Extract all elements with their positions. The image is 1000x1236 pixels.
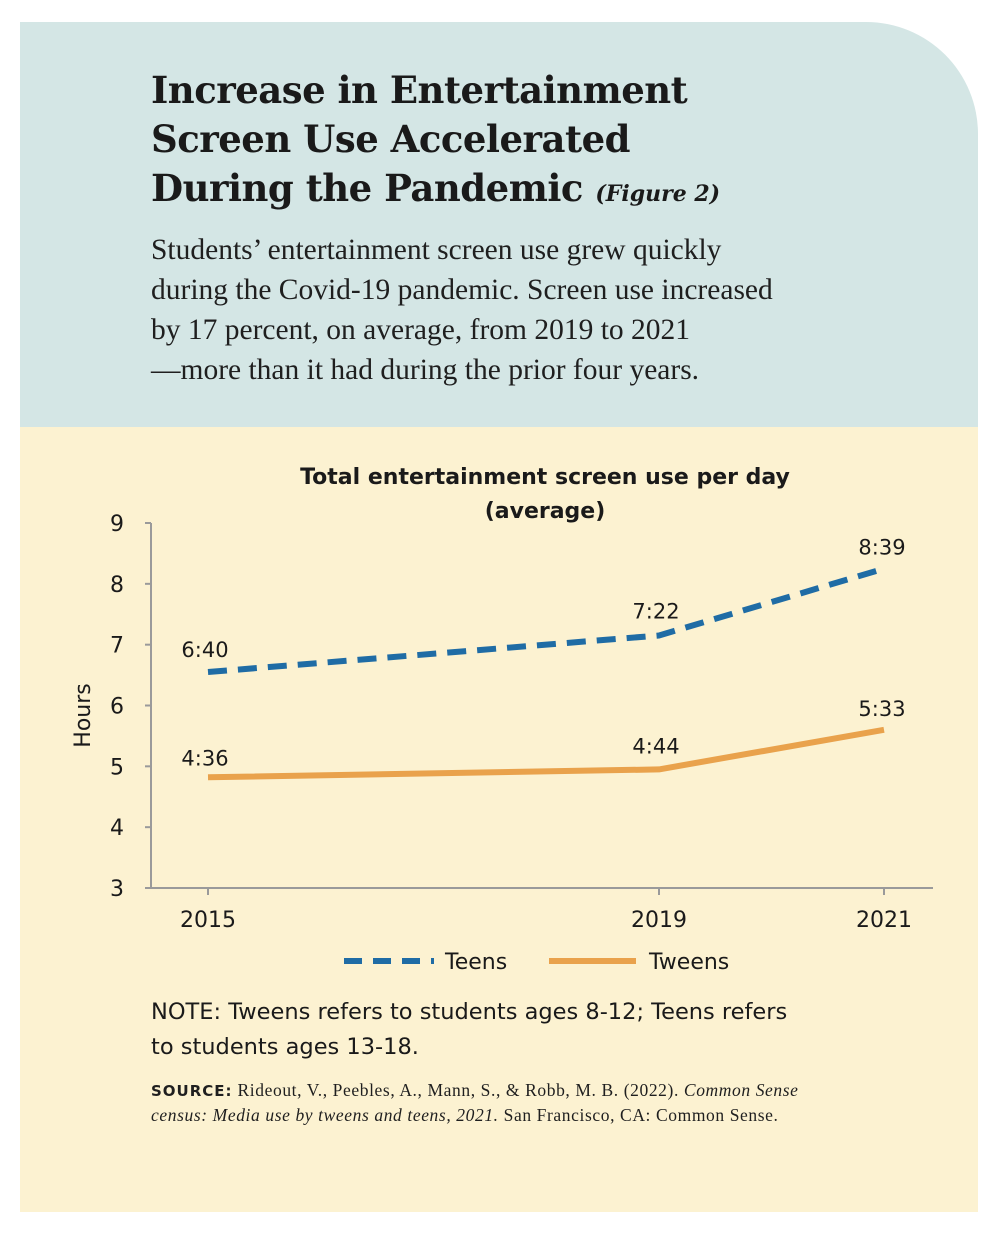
legend-label-teens: Teens [444,950,507,975]
figure-title: Increase in Entertainment Screen Use Acc… [151,66,911,219]
source-text-2: San Francisco, CA: Common Sense. [498,1105,779,1125]
note-line-2: to students ages 13-18. [151,1034,419,1060]
data-label-teens: 6:40 [181,638,228,662]
figure-header-panel [20,22,978,427]
y-tick-label: 5 [110,755,124,780]
chart-title-line-1: Total entertainment screen use per day [300,465,790,490]
title-line-3: During the Pandemic (Figure 2) [151,164,911,219]
y-tick-label: 3 [110,877,124,902]
x-tick-label: 2015 [180,908,236,933]
x-tick-label: 2021 [856,908,912,933]
y-tick-label: 7 [110,634,124,659]
chart-title-line-2: (average) [485,499,606,524]
title-line-2: Screen Use Accelerated [151,117,631,161]
subtitle-line-1: Students’ entertainment screen use grew … [151,234,722,266]
data-label-teens: 7:22 [632,600,679,624]
figure-card: Increase in Entertainment Screen Use Acc… [20,22,978,1212]
chart-note: NOTE: Tweens refers to students ages 8-1… [151,995,931,1065]
figure-tag: (Figure 2) [595,181,721,207]
source-line-1: SOURCE: Rideout, V., Peebles, A., Mann, … [151,1078,941,1103]
y-tick-label: 4 [110,816,124,841]
note-line-1: NOTE: Tweens refers to students ages 8-1… [151,999,788,1025]
source-line-2: census: Media use by tweens and teens, 2… [151,1103,941,1127]
source-label: SOURCE: [151,1082,233,1100]
line-chart: Total entertainment screen use per day (a… [71,465,933,975]
legend-label-tweens: Tweens [648,950,729,975]
series-line-tweens [207,726,885,781]
subtitle-line-3: by 17 percent, on average, from 2019 to … [151,314,691,346]
source-italic-2: census: Media use by tweens and teens, 2… [151,1105,499,1125]
figure-body-panel [20,427,978,1212]
data-label-teens: 8:39 [858,536,905,560]
data-label-tweens: 4:36 [181,746,228,770]
figure-subtitle: Students’ entertainment screen use grew … [151,230,911,390]
title-line-3-text: During the Pandemic [151,166,583,210]
title-line-1: Increase in Entertainment [151,68,688,112]
data-label-tweens: 4:44 [632,734,679,758]
y-axis-label: Hours [71,683,96,747]
chart-source: SOURCE: Rideout, V., Peebles, A., Mann, … [151,1078,941,1127]
series-line-teens [207,565,885,675]
subtitle-line-2: during the Covid-19 pandemic. Screen use… [151,274,773,306]
y-tick-label: 6 [110,695,124,720]
x-tick-label: 2019 [631,908,687,933]
subtitle-line-4: —more than it had during the prior four … [151,354,700,386]
source-italic-1: Common Sense [683,1080,799,1100]
y-tick-label: 8 [110,573,124,598]
source-text-1: Rideout, V., Peebles, A., Mann, S., & Ro… [232,1080,684,1100]
data-label-tweens: 5:33 [858,697,905,721]
y-tick-label: 9 [110,512,124,537]
